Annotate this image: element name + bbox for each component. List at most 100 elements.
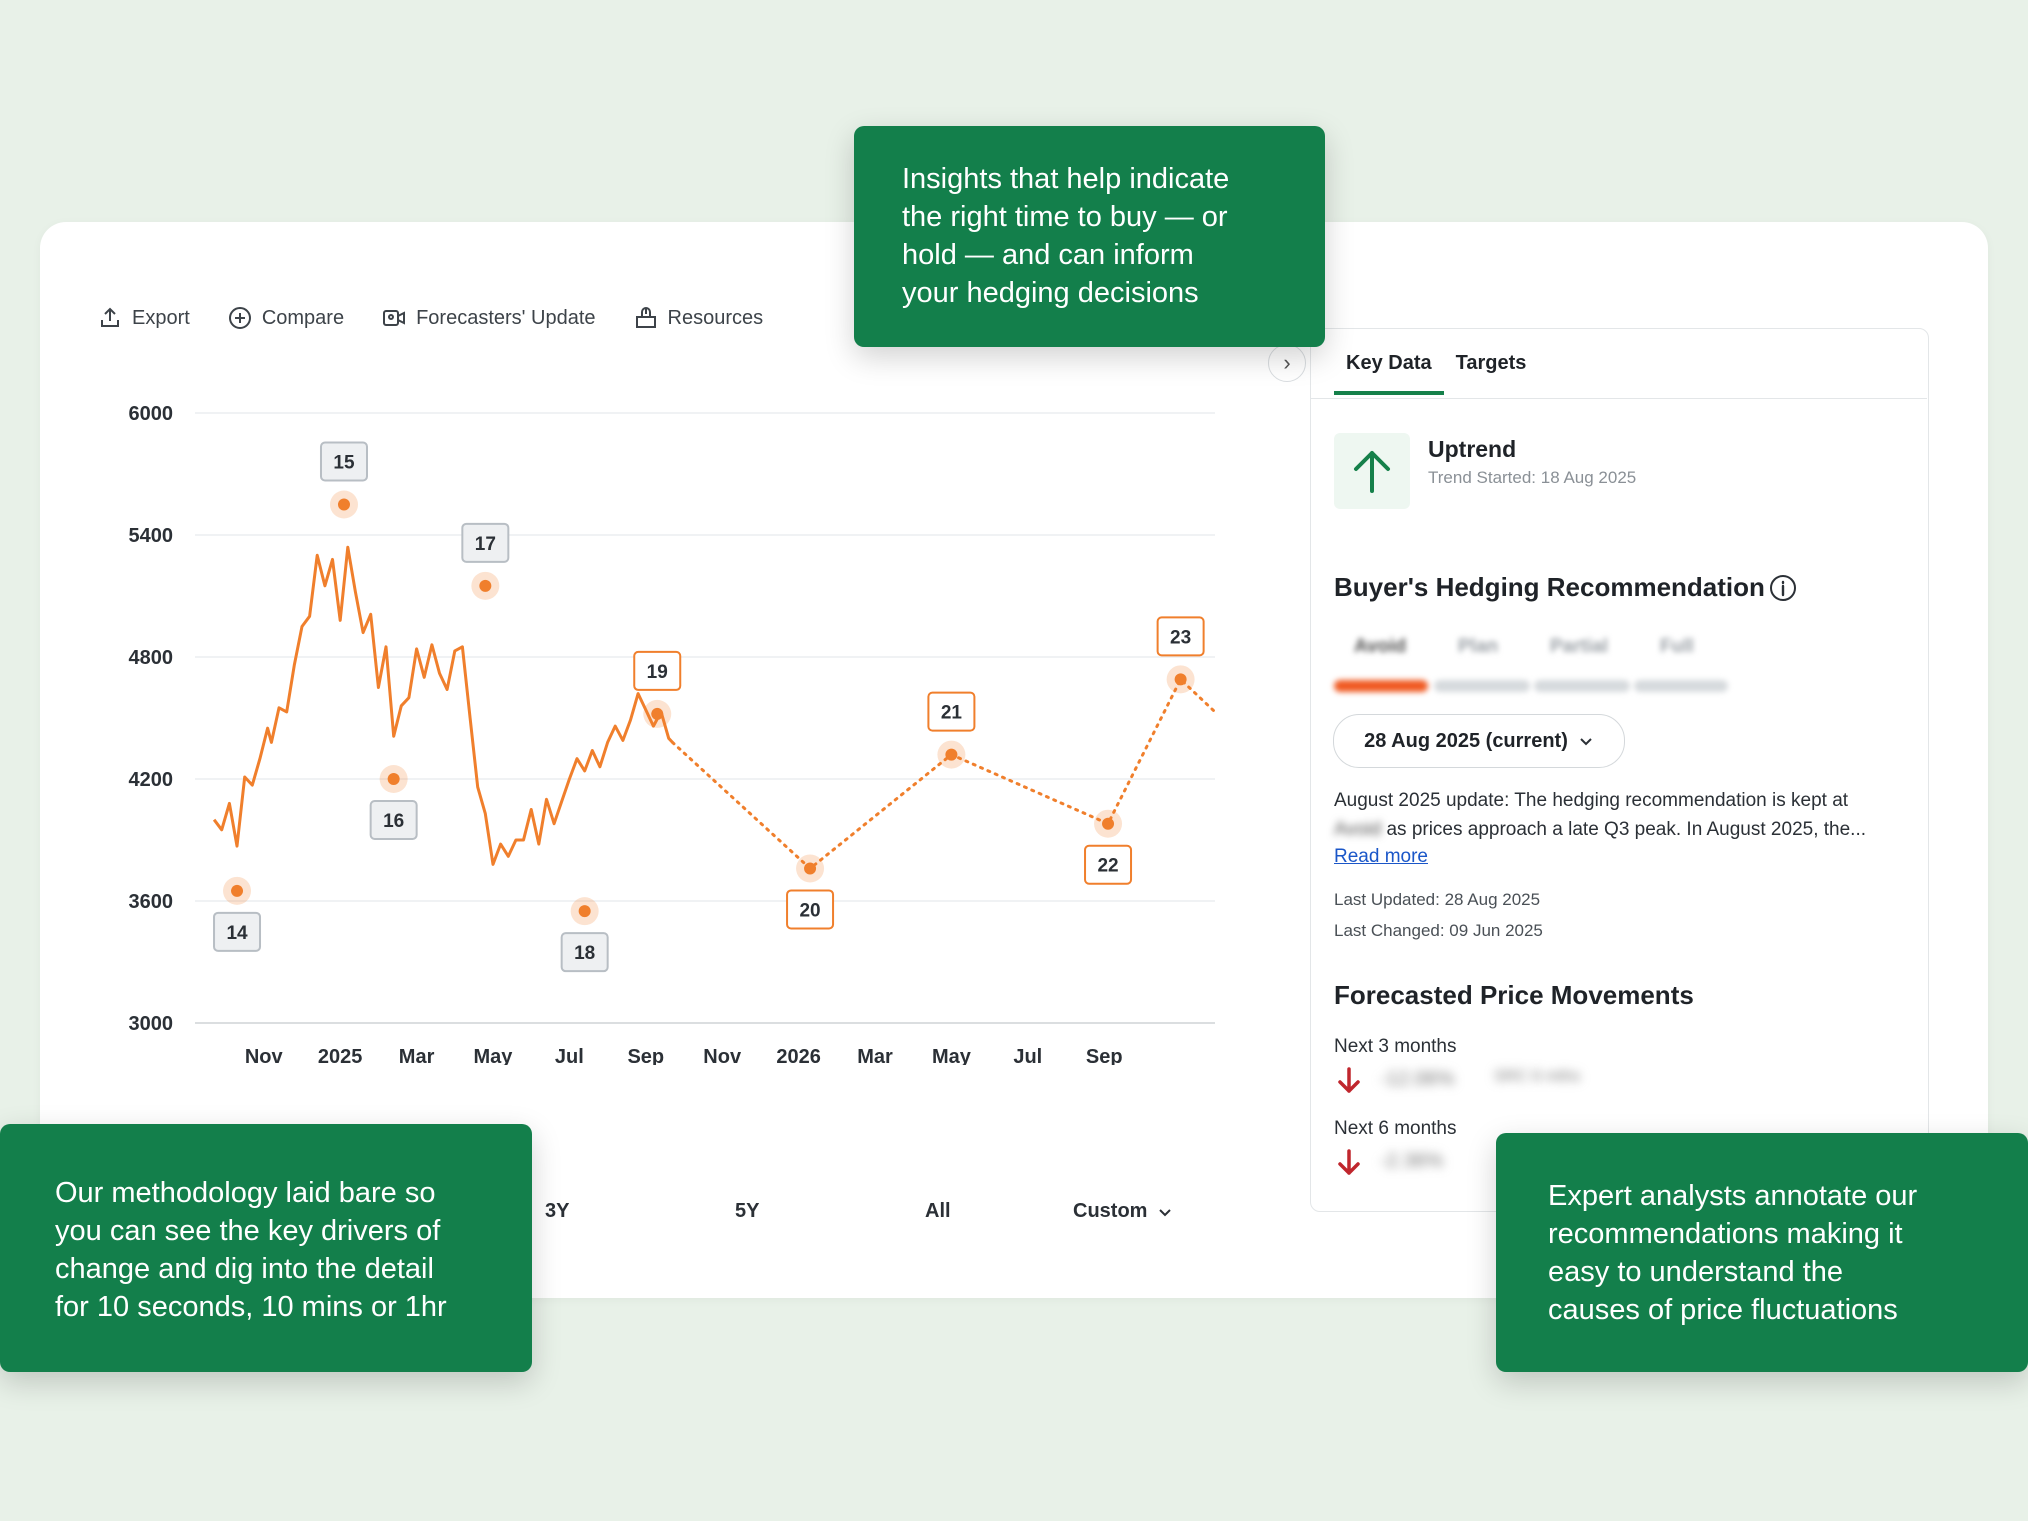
price-chart[interactable]: 6000 5400 4800 4200 3600 3000 Nov 2025 Mar May Ju…: [90, 385, 1240, 1065]
chevron-down-icon: [1159, 1208, 1172, 1216]
y-tick-label: 6000: [129, 403, 174, 425]
callout-methodology-line-2: you can see the key drivers of: [55, 1215, 441, 1247]
callout-methodology-line-3: change and dig into the detail: [55, 1253, 434, 1285]
event-label-text: 18: [574, 943, 595, 964]
rec-bar-2: [1434, 680, 1530, 692]
forecast-6m-label: Next 6 months: [1334, 1118, 1457, 1139]
event-marker-dot: [1102, 817, 1115, 830]
event-label-text: 17: [475, 534, 496, 555]
callout-insights-line-2: the right time to buy — or: [902, 201, 1228, 233]
event-label-box: [461, 522, 510, 563]
y-tick-label: 4200: [129, 769, 174, 791]
x-tick-label: 2025: [318, 1046, 363, 1065]
last-changed: Last Changed: 09 Jun 2025: [1334, 921, 1543, 940]
event-marker-16[interactable]: 16: [369, 765, 418, 840]
event-label-text: 15: [333, 453, 355, 474]
update-line-1: August 2025 update: The hedging recommen…: [1334, 790, 1849, 811]
range-3y[interactable]: 3Y: [545, 1200, 570, 1222]
collapse-panel-button[interactable]: ›: [1268, 344, 1306, 382]
event-marker-15[interactable]: 15: [319, 441, 368, 519]
event-label-box: [927, 691, 976, 732]
y-tick-label: 3000: [129, 1013, 174, 1035]
x-tick-label: Mar: [857, 1046, 893, 1065]
tab-key-data[interactable]: Key Data: [1334, 352, 1444, 395]
event-label-box: [560, 932, 609, 973]
export-icon: [101, 307, 119, 327]
rec-bar-4: [1634, 680, 1728, 692]
x-tick-label: Jul: [555, 1046, 584, 1065]
event-marker-19[interactable]: 19: [633, 650, 682, 728]
forecast-heading: Forecasted Price Movements: [1334, 980, 1694, 1010]
x-tick-label: 2026: [776, 1046, 821, 1065]
rec-option-full: Full: [1660, 636, 1694, 657]
forecast-3m-note: SRC 6 mths: [1494, 1068, 1581, 1085]
callout-insights: Insights that help indicate the right ti…: [854, 126, 1325, 347]
video-icon: [383, 310, 406, 326]
event-marker-dot: [945, 748, 958, 761]
chevron-down-icon: [1580, 738, 1592, 746]
range-custom[interactable]: Custom: [1073, 1200, 1173, 1223]
event-label-box: [786, 889, 835, 930]
resources-button[interactable]: Resources: [634, 306, 764, 330]
event-label-text: 20: [799, 900, 820, 921]
event-marker-dot: [231, 884, 244, 897]
range-5y[interactable]: 5Y: [735, 1200, 760, 1222]
range-custom-label: Custom: [1073, 1200, 1148, 1222]
event-label-text: 16: [383, 811, 404, 832]
resources-label: Resources: [667, 306, 764, 329]
read-more-link[interactable]: Read more: [1334, 846, 1428, 867]
plus-circle-icon: [228, 307, 251, 329]
event-label-box: [1084, 844, 1133, 885]
event-marker-22[interactable]: 22: [1084, 809, 1133, 885]
trend-started: Trend Started: 18 Aug 2025: [1428, 468, 1637, 487]
range-all[interactable]: All: [925, 1200, 951, 1222]
event-marker-dot: [479, 579, 492, 592]
event-marker-dot: [651, 707, 664, 720]
event-label-box: [319, 441, 368, 482]
compare-button[interactable]: Compare: [228, 306, 344, 330]
y-tick-label: 4800: [129, 647, 174, 669]
compare-label: Compare: [261, 306, 345, 329]
event-marker-dot: [387, 773, 400, 785]
forecasters-update-label: Forecasters' Update: [416, 306, 596, 329]
event-marker-20[interactable]: 20: [786, 854, 835, 930]
trend-title: Uptrend: [1428, 436, 1517, 462]
arrow-up-icon: [1354, 451, 1390, 493]
y-tick-label: 3600: [129, 891, 174, 913]
rec-bar-3: [1534, 680, 1630, 692]
callout-insights-line-1: Insights that help indicate: [902, 163, 1230, 195]
x-tick-label: May: [474, 1046, 514, 1065]
info-icon[interactable]: [1769, 574, 1797, 602]
rec-option-avoid: Avoid: [1354, 636, 1407, 657]
event-marker-14[interactable]: 14: [213, 876, 262, 952]
x-tick-label: Nov: [245, 1046, 284, 1065]
history-line: [212, 545, 674, 866]
event-marker-21[interactable]: 21: [927, 691, 976, 769]
event-marker-17[interactable]: 17: [461, 522, 510, 600]
x-tick-label: Sep: [627, 1046, 664, 1065]
panel-tabs: Key Data Targets: [1334, 352, 1538, 395]
callout-analysts-line-2: recommendations making it: [1548, 1218, 1903, 1250]
callout-methodology: Our methodology laid bare so you can see…: [0, 1124, 532, 1372]
rec-option-plan: Plan: [1458, 636, 1499, 657]
hedging-title: Buyer's Hedging Recommendation: [1334, 572, 1765, 602]
export-button[interactable]: Export: [98, 306, 190, 330]
forecast-6m-value: -2.36%: [1380, 1150, 1444, 1172]
callout-insights-line-4: your hedging decisions: [902, 277, 1199, 309]
update-date-select[interactable]: 28 Aug 2025 (current): [1333, 714, 1625, 768]
callout-methodology-line-4: for 10 seconds, 10 mins or 1hr: [55, 1291, 447, 1323]
x-tick-label: Nov: [703, 1046, 742, 1065]
event-marker-23[interactable]: 23: [1156, 616, 1205, 694]
last-updated: Last Updated: 28 Aug 2025: [1334, 890, 1541, 909]
event-label-box: [1156, 616, 1205, 657]
key-data-panel: [1310, 328, 1929, 1212]
event-marker-18[interactable]: 18: [560, 897, 609, 973]
chart-toolbar: Export Compare Forecasters' Update Resou…: [98, 306, 763, 330]
forecasters-update-button[interactable]: Forecasters' Update: [382, 306, 596, 330]
event-label-box: [213, 911, 262, 952]
tab-targets[interactable]: Targets: [1455, 352, 1527, 374]
event-label-text: 14: [226, 923, 248, 944]
event-marker-dot: [1174, 673, 1187, 686]
forecast-3m-label: Next 3 months: [1334, 1036, 1457, 1057]
callout-analysts: Expert analysts annotate our recommendat…: [1496, 1133, 2028, 1372]
